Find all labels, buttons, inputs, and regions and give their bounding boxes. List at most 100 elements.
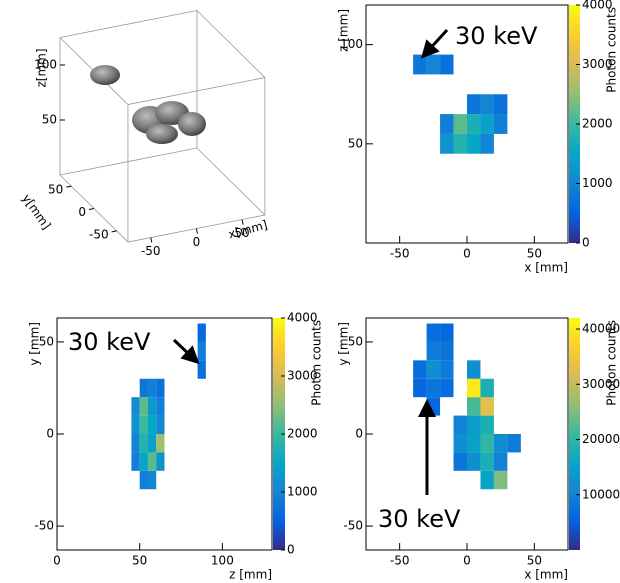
x-tick-label: -50 bbox=[390, 247, 410, 261]
x-tick-label: 50 bbox=[132, 554, 147, 568]
colorbar-label: Photon counts bbox=[605, 320, 619, 406]
box-edge bbox=[197, 148, 265, 215]
heatmap-cell bbox=[148, 397, 156, 415]
heatmap-cell bbox=[140, 434, 148, 452]
heatmap-cell bbox=[131, 452, 139, 470]
heatmap-cell bbox=[454, 114, 467, 134]
heatmap-cell bbox=[440, 114, 453, 134]
heatmap-cell bbox=[413, 379, 426, 397]
iso-surface bbox=[90, 65, 120, 85]
colorbar-tick-label: 1000 bbox=[582, 176, 613, 190]
y-tick-label: -50 bbox=[34, 519, 54, 533]
heatmap-cell bbox=[156, 434, 164, 452]
heatmap-cell bbox=[427, 55, 440, 75]
heatmap-cell bbox=[454, 434, 467, 452]
heatmap-cell bbox=[494, 114, 507, 134]
heatmap-cell bbox=[507, 434, 520, 452]
heatmap-cell bbox=[480, 397, 493, 415]
x-axis-label: x [mm] bbox=[524, 568, 568, 582]
z-tick-label: 50 bbox=[42, 113, 57, 127]
colorbar bbox=[569, 318, 580, 550]
heatmap-cell bbox=[140, 379, 148, 397]
heatmap-cell bbox=[148, 434, 156, 452]
heatmap-cell bbox=[427, 324, 440, 342]
x-tick bbox=[151, 238, 152, 243]
x-tick-label: 0 bbox=[193, 235, 201, 249]
heatmap-cell bbox=[494, 94, 507, 114]
colorbar-tick-label: 2000 bbox=[287, 427, 318, 441]
heatmap-cell bbox=[198, 324, 206, 342]
colorbar-tick-label: 20000 bbox=[582, 432, 620, 446]
heatmap-cell bbox=[148, 471, 156, 489]
heatmap-cell bbox=[427, 360, 440, 378]
heatmap-cell bbox=[140, 397, 148, 415]
heatmap-cell bbox=[467, 416, 480, 434]
box-edge bbox=[60, 11, 197, 38]
heatmap-cell bbox=[467, 379, 480, 397]
heatmap-cell bbox=[156, 397, 164, 415]
heatmap-cell bbox=[156, 379, 164, 397]
heatmap-cell bbox=[480, 379, 493, 397]
heatmap-cell bbox=[140, 471, 148, 489]
heatmap-cell bbox=[427, 397, 440, 415]
heatmap-cell bbox=[140, 452, 148, 470]
y-tick-label: -50 bbox=[89, 227, 109, 241]
y-tick-label: -50 bbox=[343, 519, 363, 533]
y-axis-label: y[mm] bbox=[19, 191, 53, 232]
annotation: 30 keV bbox=[455, 22, 538, 50]
heatmap-cell bbox=[427, 342, 440, 360]
heatmap-cell bbox=[440, 134, 453, 154]
heatmap-cell bbox=[131, 434, 139, 452]
y-tick bbox=[66, 186, 71, 187]
heatmap-cell bbox=[480, 471, 493, 489]
heatmap-cell bbox=[440, 379, 453, 397]
colorbar-tick-label: 1000 bbox=[287, 485, 318, 499]
y-tick-label: 0 bbox=[78, 205, 86, 219]
heatmap-cell bbox=[467, 452, 480, 470]
heatmap-cell bbox=[454, 416, 467, 434]
x-tick-label: 100 bbox=[211, 554, 234, 568]
colorbar-tick-label: 0 bbox=[287, 543, 295, 557]
heatmap-cell bbox=[131, 397, 139, 415]
x-tick-label: -50 bbox=[390, 554, 410, 568]
heatmap-cell bbox=[198, 342, 206, 360]
heatmap-cell bbox=[131, 416, 139, 434]
heatmap-cell bbox=[148, 416, 156, 434]
heatmap-cell bbox=[140, 416, 148, 434]
heatmap-cell bbox=[156, 452, 164, 470]
heatmap-cell bbox=[440, 342, 453, 360]
heatmap-cell bbox=[480, 452, 493, 470]
x-tick-label: 0 bbox=[53, 554, 61, 568]
x-tick-label: 0 bbox=[463, 247, 471, 261]
heatmap-cell bbox=[427, 379, 440, 397]
annotation: 30 keV bbox=[378, 505, 461, 533]
box-edge bbox=[197, 11, 265, 78]
heatmap-cell bbox=[148, 452, 156, 470]
x-tick bbox=[196, 229, 197, 234]
iso-surface bbox=[178, 112, 206, 136]
x-axis-label: x [mm] bbox=[524, 261, 568, 275]
y-tick-label: 0 bbox=[355, 427, 363, 441]
y-tick bbox=[112, 231, 117, 232]
heatmap-cell bbox=[494, 452, 507, 470]
iso-surface bbox=[146, 124, 178, 144]
heatmap-cell bbox=[198, 360, 206, 378]
annotation: 30 keV bbox=[68, 328, 151, 356]
heatmap-cell bbox=[467, 94, 480, 114]
box-edge bbox=[60, 148, 197, 175]
colorbar-tick-label: 0 bbox=[582, 236, 590, 250]
heatmap-cell bbox=[494, 434, 507, 452]
box-edge bbox=[128, 78, 265, 105]
colorbar-tick-label: 10000 bbox=[582, 487, 620, 501]
heatmap-cell bbox=[413, 360, 426, 378]
heatmap-cell bbox=[440, 55, 453, 75]
heatmap-cell bbox=[494, 471, 507, 489]
figure: -50050-5005050100x[mm]y[mm]z[mm]-5005050… bbox=[0, 0, 620, 583]
y-tick-label: 0 bbox=[46, 427, 54, 441]
heatmap-cell bbox=[467, 360, 480, 378]
y-axis-label: y [mm] bbox=[28, 322, 42, 366]
heatmap-cell bbox=[440, 324, 453, 342]
heatmap-cell bbox=[467, 134, 480, 154]
x-axis-label: z [mm] bbox=[229, 568, 272, 582]
heatmap-cell bbox=[467, 114, 480, 134]
